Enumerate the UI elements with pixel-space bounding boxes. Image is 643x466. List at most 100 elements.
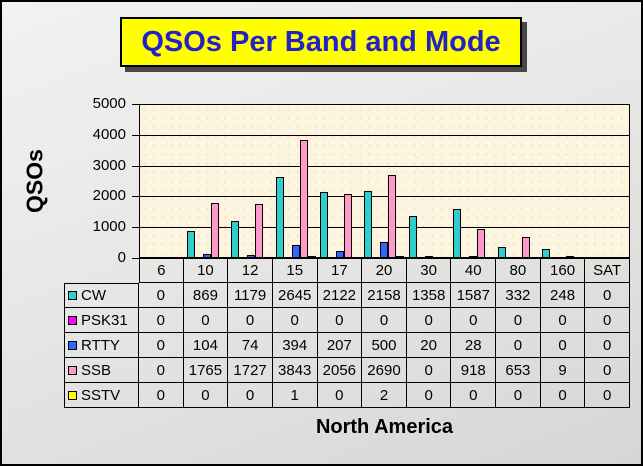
bar-group-6 [140, 105, 184, 257]
ssb-bar-slot [255, 204, 264, 257]
qso-count-cell: 0 [272, 308, 318, 333]
gridline-2000 [140, 196, 629, 198]
rtty-bar-slot [380, 242, 389, 257]
qso-count-cell: 248 [540, 283, 586, 308]
rtty-bar-slot [424, 256, 433, 257]
rtty-bar [336, 251, 345, 257]
chart-title-box: QSOs Per Band and Mode [120, 17, 522, 67]
ssb-bar [255, 204, 264, 257]
series-name: PSK31 [81, 311, 128, 329]
qso-count-cell: 0 [451, 383, 497, 408]
qso-count-cell: 1727 [228, 358, 273, 383]
band-header-cell: 20 [362, 258, 407, 283]
qso-count-cell: 0 [228, 308, 273, 333]
ssb-bar [566, 256, 575, 257]
y-tick-mark [132, 165, 139, 167]
sstv-bar-slot [307, 256, 316, 257]
cw-bar [453, 209, 462, 257]
y-tick-label-0: 0 [117, 249, 126, 266]
series-name: CW [81, 287, 106, 304]
rtty-bar-slot [291, 245, 300, 257]
band-header-cell: 160 [540, 258, 586, 283]
qso-count-cell: 0 [139, 358, 184, 383]
chart-title: QSOs Per Band and Mode [141, 25, 501, 58]
bar-group-10 [184, 105, 228, 257]
series-label-cell: PSK31 [64, 308, 139, 333]
qso-count-cell: 0 [139, 308, 184, 333]
bars-layer [140, 105, 629, 257]
y-tick-label-1000: 1000 [92, 218, 126, 236]
gridline-3000 [140, 165, 629, 167]
rtty-bar [247, 255, 256, 257]
qso-count-cell: 394 [272, 333, 318, 358]
y-tick-mark [132, 104, 139, 105]
series-label-cell: SSB [64, 358, 139, 383]
qso-count-cell: 0 [362, 308, 407, 333]
cw-bar-slot [320, 192, 329, 257]
qso-count-cell: 0 [540, 308, 586, 333]
qso-count-cell: 0 [585, 333, 630, 358]
qso-count-cell: 1765 [183, 358, 229, 383]
qso-count-cell: 0 [496, 383, 541, 408]
series-label-cell: RTTY [64, 333, 139, 358]
bar-group-12 [229, 105, 273, 257]
band-header-cell: 10 [183, 258, 229, 283]
cw-bar [186, 231, 195, 257]
ssb-bar-slot [566, 256, 575, 257]
ssb-bar-slot [299, 140, 308, 257]
qso-count-cell: 0 [585, 308, 630, 333]
qso-count-cell: 2 [362, 383, 407, 408]
cw-bar-slot [231, 221, 240, 257]
y-tick-mark [132, 196, 139, 198]
cw-bar [542, 249, 551, 257]
qso-count-cell: 28 [451, 333, 497, 358]
qso-count-cell: 2056 [317, 358, 363, 383]
psk31-legend-swatch [68, 315, 77, 325]
sstv-legend-swatch [68, 390, 77, 400]
rtty-bar [380, 242, 389, 257]
qso-count-cell: 869 [183, 283, 229, 308]
rtty-bar [469, 256, 478, 257]
ssb-bar [521, 237, 530, 257]
cw-bar [364, 191, 373, 257]
cw-bar-slot [453, 209, 462, 257]
y-tick-mark [132, 134, 139, 136]
cw-bar [408, 216, 417, 257]
rtty-bar [291, 245, 300, 257]
qso-count-cell: 653 [496, 358, 541, 383]
ssb-bar-slot [477, 229, 486, 257]
gridline-1000 [140, 226, 629, 228]
band-header-cell: 6 [139, 258, 184, 283]
cw-bar [320, 192, 329, 257]
qso-count-cell: 0 [317, 308, 363, 333]
qso-count-cell: 0 [139, 283, 184, 308]
qso-count-cell: 0 [585, 283, 630, 308]
qso-count-cell: 2645 [272, 283, 318, 308]
qso-count-cell: 0 [585, 383, 630, 408]
qso-count-cell: 207 [317, 333, 363, 358]
ssb-legend-swatch [68, 365, 77, 375]
ssb-bar [477, 229, 486, 257]
y-tick-mark [132, 258, 139, 259]
qso-count-cell: 0 [139, 383, 184, 408]
y-axis-title: QSOs [21, 149, 48, 213]
qso-count-cell: 332 [496, 283, 541, 308]
y-tick-mark [132, 227, 139, 229]
cw-bar-slot [275, 177, 284, 257]
qso-count-cell: 0 [406, 308, 452, 333]
cw-bar-slot [186, 231, 195, 257]
rtty-bar [424, 256, 433, 257]
rtty-bar-slot [247, 255, 256, 257]
bar-group-30 [407, 105, 451, 257]
qso-count-cell: 0 [183, 308, 229, 333]
qso-count-cell: 9 [540, 358, 586, 383]
bar-group-17 [318, 105, 362, 257]
ssb-bar-slot [521, 237, 530, 257]
qso-count-cell: 0 [496, 333, 541, 358]
sstv-bar-slot [396, 256, 405, 257]
cw-bar [275, 177, 284, 257]
band-header-cell: 30 [406, 258, 452, 283]
qso-count-cell: 500 [362, 333, 407, 358]
ssb-bar-slot [210, 203, 219, 257]
y-tick-label-4000: 4000 [92, 125, 126, 143]
